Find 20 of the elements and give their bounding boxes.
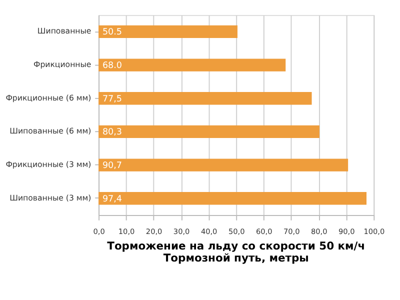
bar: [98, 58, 286, 72]
y-tick-label: Фрикционные (6 мм): [6, 93, 92, 102]
data-label: 90,7: [102, 160, 122, 171]
data-label: 50.5: [102, 28, 122, 38]
data-label: 77,5: [102, 94, 122, 104]
bar: [98, 92, 312, 105]
data-label: 97,4: [102, 194, 122, 204]
y-tick-label: Фрикционные (3 мм): [6, 160, 92, 169]
y-tick-label: Шипованные: [37, 26, 92, 36]
y-tick-label: Фрикционные: [33, 60, 92, 69]
data-label: 68.0: [102, 60, 122, 71]
bar: [98, 192, 367, 205]
bar: [98, 158, 348, 172]
bar: [98, 25, 238, 38]
y-tick-label: Шипованные (3 мм): [10, 193, 92, 202]
bar: [98, 125, 320, 138]
text: Тормозной путь, метры: [163, 251, 309, 264]
text: Торможение на льду со скорости 50 км/ч: [107, 240, 366, 253]
y-tick-label: Шипованные (6 мм): [10, 126, 92, 136]
data-label: 80,3: [102, 128, 122, 138]
